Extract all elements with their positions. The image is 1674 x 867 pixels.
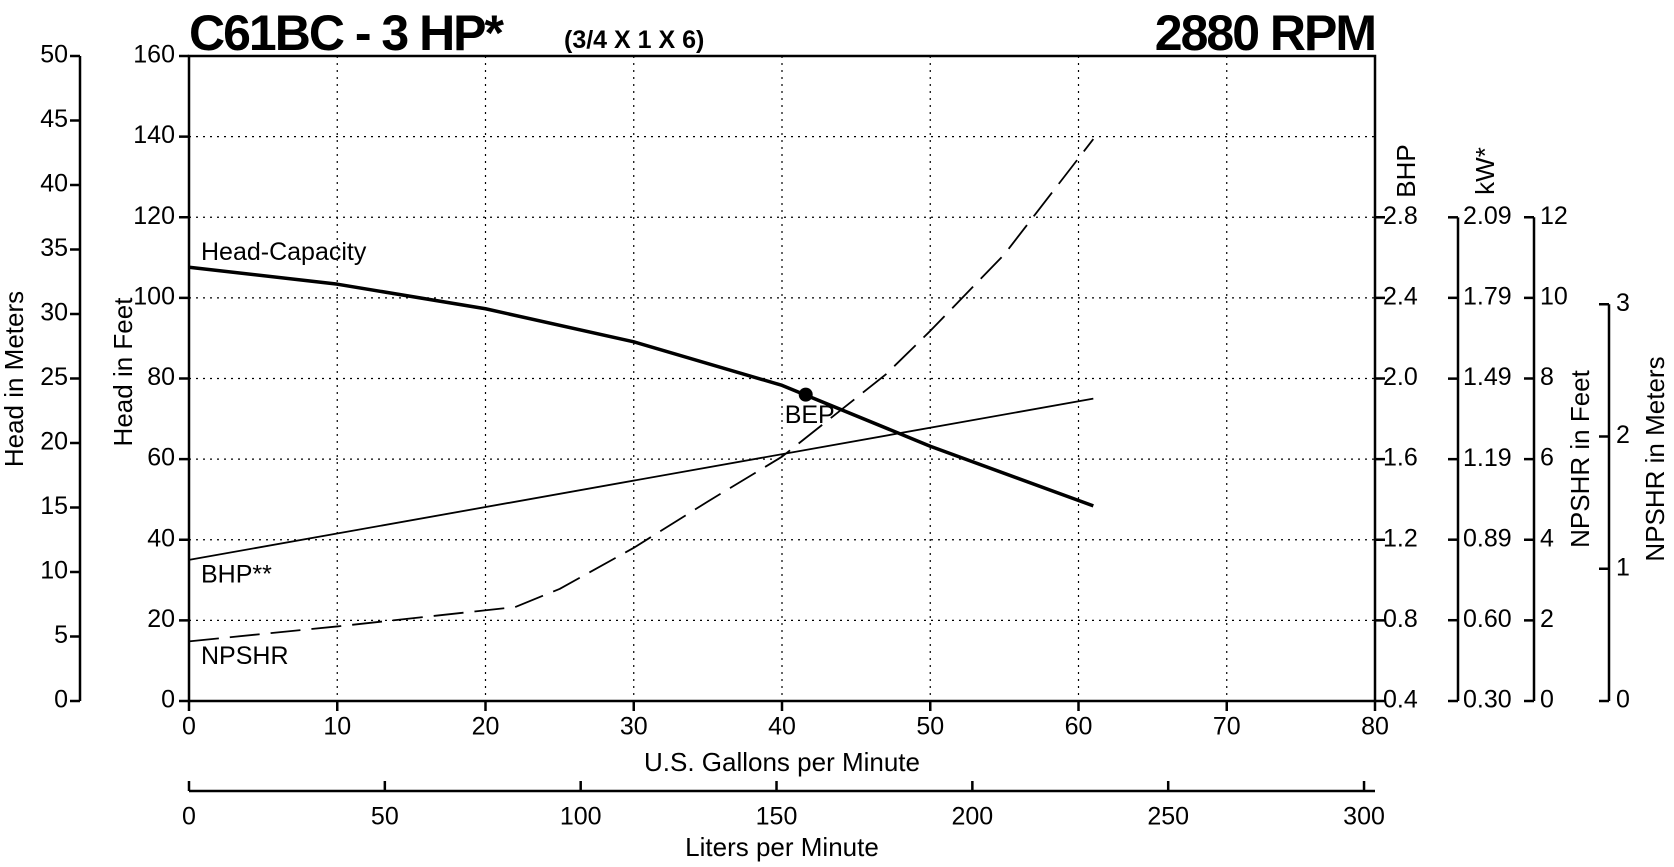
- x2-tick-label: 50: [371, 803, 399, 831]
- y2-tick-label: 45: [40, 105, 68, 133]
- y6-tick-label: 0: [1616, 686, 1630, 714]
- y6-tick-label: 3: [1616, 289, 1630, 317]
- y3-tick-label: 2.8: [1383, 202, 1418, 230]
- y-tick-label: 40: [147, 524, 175, 552]
- y5-tick-label: 2: [1540, 605, 1554, 633]
- y5-tick-label: 8: [1540, 363, 1554, 391]
- x2-tick-label: 300: [1343, 803, 1385, 831]
- y2-tick-label: 25: [40, 363, 68, 391]
- y-tick-label: 80: [147, 363, 175, 391]
- x2-tick-label: 0: [182, 803, 196, 831]
- x2-tick-label: 250: [1147, 803, 1189, 831]
- y2-tick-label: 10: [40, 557, 68, 585]
- y3-tick-label: 1.6: [1383, 444, 1418, 472]
- y2-tick-label: 5: [54, 621, 68, 649]
- y-tick-label: 120: [133, 202, 175, 230]
- series-label: NPSHR: [201, 642, 289, 670]
- chart-title: C61BC - 3 HP*: [189, 5, 505, 61]
- y4-tick-label: 1.49: [1463, 363, 1512, 391]
- bep-label: BEP: [785, 401, 835, 429]
- y5-tick-label: 12: [1540, 202, 1568, 230]
- y-tick-label: 100: [133, 282, 175, 310]
- y4-tick-label: 0.30: [1463, 686, 1512, 714]
- series-line: [188, 397, 1094, 561]
- y-tick-label: 20: [147, 605, 175, 633]
- y6-tick-label: 1: [1616, 553, 1630, 581]
- y2-tick-label: 20: [40, 428, 68, 456]
- y4-tick-label: 0.60: [1463, 605, 1512, 633]
- y5-tick-label: 6: [1540, 444, 1554, 472]
- y2-tick-label: 40: [40, 170, 68, 198]
- speed-label: 2880 RPM: [1155, 5, 1375, 61]
- x-tick-label: 80: [1361, 713, 1389, 741]
- y2-tick-label: 0: [54, 686, 68, 714]
- x-axis-label: U.S. Gallons per Minute: [644, 747, 920, 777]
- x-tick-label: 60: [1065, 713, 1093, 741]
- y2-axis-label: Head in Meters: [0, 291, 29, 467]
- x2-tick-label: 150: [756, 803, 798, 831]
- bep-point: [798, 387, 813, 402]
- y-tick-label: 0: [161, 686, 175, 714]
- x-tick-label: 0: [182, 713, 196, 741]
- x-tick-label: 50: [916, 713, 944, 741]
- x-tick-label: 40: [768, 713, 796, 741]
- x2-axis-label: Liters per Minute: [685, 832, 879, 862]
- y5-tick-label: 10: [1540, 282, 1568, 310]
- x-tick-label: 20: [472, 713, 500, 741]
- series-label: BHP**: [201, 561, 272, 589]
- y3-tick-label: 2.4: [1383, 282, 1418, 310]
- y5-tick-label: 4: [1540, 524, 1554, 552]
- y4-tick-label: 1.19: [1463, 444, 1512, 472]
- x2-tick-label: 100: [560, 803, 602, 831]
- y5-axis-label: NPSHR in Feet: [1565, 369, 1595, 547]
- y-tick-label: 160: [133, 41, 175, 69]
- chart-subtitle: (3/4 X 1 X 6): [564, 26, 704, 54]
- y3-tick-label: 0.8: [1383, 605, 1418, 633]
- y3-tick-label: 2.0: [1383, 363, 1418, 391]
- x2-tick-label: 200: [951, 803, 993, 831]
- y5-tick-label: 0: [1540, 686, 1554, 714]
- y6-tick-label: 2: [1616, 421, 1630, 449]
- y3-axis-label: BHP: [1391, 144, 1421, 197]
- y-axis-label: Head in Feet: [108, 297, 138, 447]
- y6-axis-label: NPSHR in Meters: [1640, 356, 1670, 561]
- y2-tick-label: 35: [40, 234, 68, 262]
- y-tick-label: 60: [147, 444, 175, 472]
- y4-tick-label: 2.09: [1463, 202, 1512, 230]
- y4-tick-label: 1.79: [1463, 282, 1512, 310]
- x-tick-label: 10: [323, 713, 351, 741]
- y2-tick-label: 30: [40, 299, 68, 327]
- x-tick-label: 30: [620, 713, 648, 741]
- y2-tick-label: 50: [40, 41, 68, 69]
- y3-tick-label: 0.4: [1383, 686, 1418, 714]
- y-tick-label: 140: [133, 121, 175, 149]
- x-tick-label: 70: [1213, 713, 1241, 741]
- y3-tick-label: 1.2: [1383, 524, 1418, 552]
- series-label: Head-Capacity: [201, 238, 367, 266]
- y4-tick-label: 0.89: [1463, 524, 1512, 552]
- y2-tick-label: 15: [40, 492, 68, 520]
- series-line: [188, 138, 1095, 643]
- y4-axis-label: kW*: [1470, 147, 1500, 195]
- series-line: [188, 265, 1094, 508]
